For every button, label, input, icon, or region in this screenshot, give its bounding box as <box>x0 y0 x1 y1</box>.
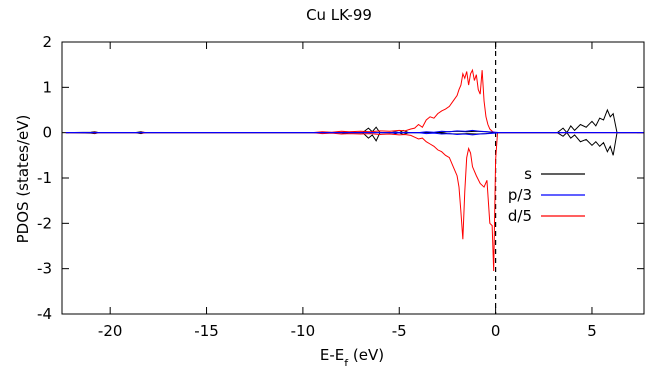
y-axis-label: PDOS (states/eV) <box>14 115 32 244</box>
x-axis-label: E-Ef (eV) <box>320 346 384 366</box>
x-tick-label: -20 <box>98 322 123 340</box>
series-line-d-5-up <box>65 68 644 134</box>
y-tick-label: 0 <box>42 124 52 142</box>
legend: s p/3 d/5 <box>508 165 585 225</box>
y-tick-label: -3 <box>37 260 52 278</box>
legend-label-d-5: d/5 <box>508 207 532 225</box>
y-tick-label: -1 <box>37 169 52 187</box>
plot-lines <box>65 68 644 271</box>
x-tick-label: -10 <box>291 322 316 340</box>
x-tick-label: -5 <box>392 322 407 340</box>
x-ticks: -20 -15 -10 -5 0 5 <box>98 42 597 340</box>
x-tick-label: -15 <box>194 322 219 340</box>
x-tick-label: 5 <box>587 322 597 340</box>
y-tick-label: 1 <box>42 78 52 96</box>
plot-frame <box>61 41 645 315</box>
series-line-s-down <box>65 131 644 156</box>
y-ticks: -4 -3 -2 -1 0 1 2 <box>37 33 644 323</box>
y-tick-label: -4 <box>37 305 52 323</box>
series-line-d-5-down <box>65 132 644 271</box>
x-tick-label: 0 <box>491 322 501 340</box>
legend-label-p-3: p/3 <box>508 186 532 204</box>
x-axis-label-unit: (eV) <box>348 346 384 364</box>
series-line-s-up <box>65 108 644 134</box>
y-tick-label: 2 <box>42 33 52 51</box>
y-tick-label: -2 <box>37 214 52 232</box>
x-axis-label-main: E-E <box>320 346 344 364</box>
series-line-p-3-down <box>65 132 644 136</box>
x-axis-label-subscript: f <box>344 357 349 366</box>
legend-label-s: s <box>524 165 532 183</box>
chart-title: Cu LK-99 <box>306 6 372 24</box>
